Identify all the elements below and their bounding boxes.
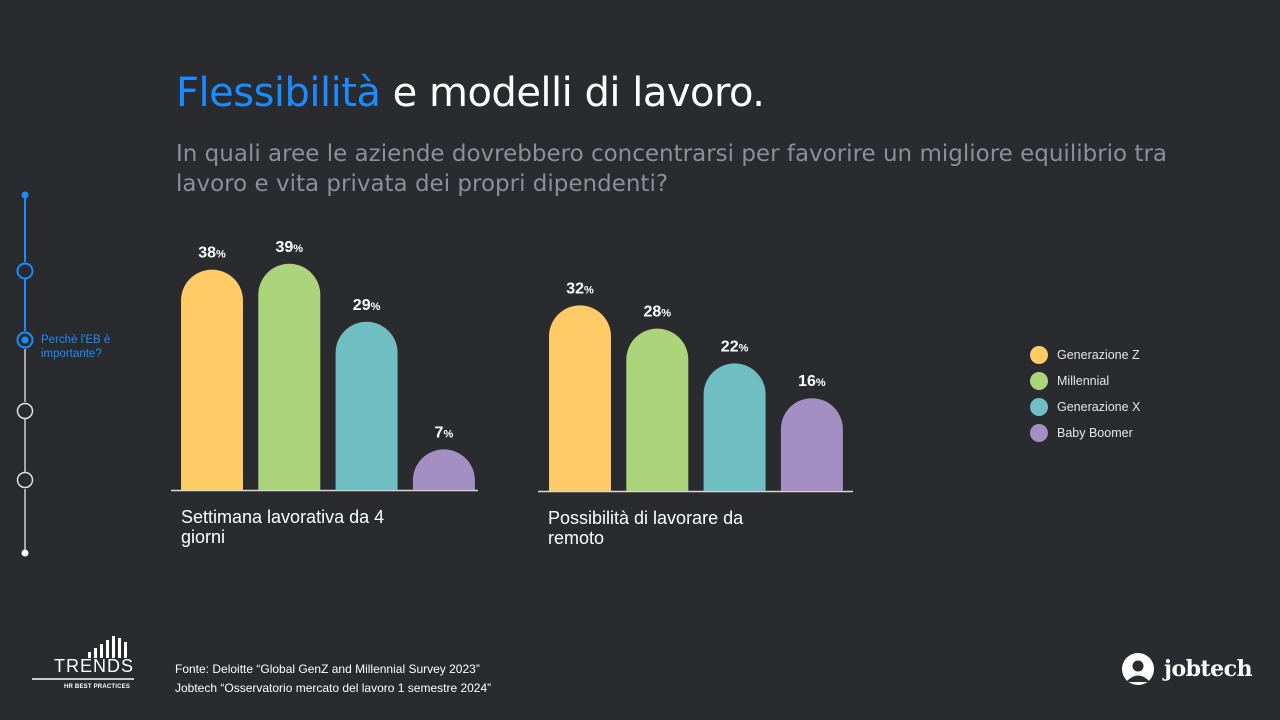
slide-subtitle: In quali aree le aziende dovrebbero conc… xyxy=(176,141,1167,197)
bar-value-label: 16% xyxy=(798,373,826,390)
timeline-active-label: Perchè l'EB è importante? xyxy=(41,334,111,360)
legend-label: Baby Boomer xyxy=(1057,426,1133,440)
legend-label: Generazione X xyxy=(1057,400,1141,414)
jobtech-logo: jobtech xyxy=(1120,652,1253,686)
legend-swatch xyxy=(1030,372,1048,390)
legend-item-genz: Generazione Z xyxy=(1030,342,1140,368)
bar-value-label: 39% xyxy=(276,239,304,256)
source-line-1: Fonte: Deloitte “Global GenZ and Millenn… xyxy=(175,662,480,676)
legend-label: Millennial xyxy=(1057,374,1110,388)
bar-value-label: 29% xyxy=(353,297,381,314)
timeline-end-dot xyxy=(21,549,29,557)
bar-genx-0 xyxy=(335,321,398,490)
source-line-2: Jobtech “Osservatorio mercato del lavoro… xyxy=(175,681,492,695)
timeline-step-4[interactable] xyxy=(16,471,34,489)
legend-item-boomer: Baby Boomer xyxy=(1030,420,1140,446)
bar-genz-0 xyxy=(181,269,243,490)
timeline-step-1[interactable] xyxy=(16,262,34,280)
bar-value-label: 22% xyxy=(721,338,749,355)
bar-genz-1 xyxy=(549,305,611,491)
jobtech-logo-text: jobtech xyxy=(1164,656,1253,682)
trends-logo: TRENDS HR BEST PRACTICES xyxy=(30,632,140,694)
legend-swatch xyxy=(1030,346,1048,364)
bar-genx-1 xyxy=(703,363,766,491)
title-rest: e modelli di lavoro. xyxy=(380,70,765,116)
legend-swatch xyxy=(1030,424,1048,442)
trends-bars-icon xyxy=(32,636,134,680)
bar-value-label: 32% xyxy=(566,280,594,297)
title-accent: Flessibilità xyxy=(176,70,381,116)
bar-boomer-0 xyxy=(412,449,475,490)
timeline-start-dot xyxy=(21,191,29,199)
legend-label: Generazione Z xyxy=(1057,348,1140,362)
bar-millennial-1 xyxy=(626,328,689,491)
bar-value-label: 28% xyxy=(644,304,672,321)
trends-logo-sub: HR BEST PRACTICES xyxy=(64,684,131,690)
slide-title: Flessibilità e modelli di lavoro. xyxy=(176,70,765,116)
bar-millennial-0 xyxy=(258,263,321,490)
source-note: Fonte: Deloitte “Global GenZ and Millenn… xyxy=(175,660,491,698)
jobtech-mark-icon xyxy=(1122,653,1154,685)
legend-item-millennial: Millennial xyxy=(1030,368,1140,394)
trends-logo-text: TRENDS xyxy=(54,656,135,676)
category-label-remote-work: Possibilità di lavorare da remoto xyxy=(548,508,744,548)
timeline-step-2-active[interactable] xyxy=(16,331,34,349)
category-label-four-day-week: Settimana lavorativa da 4 giorni xyxy=(181,507,385,547)
bar-boomer-1 xyxy=(780,398,843,491)
bar-value-label: 38% xyxy=(198,245,226,262)
legend: Generazione Z Millennial Generazione X B… xyxy=(1030,342,1140,446)
legend-item-genx: Generazione X xyxy=(1030,394,1140,420)
legend-swatch xyxy=(1030,398,1048,416)
bar-value-label: 7% xyxy=(435,424,454,441)
timeline-step-3[interactable] xyxy=(16,402,34,420)
timeline-nav xyxy=(16,191,34,557)
